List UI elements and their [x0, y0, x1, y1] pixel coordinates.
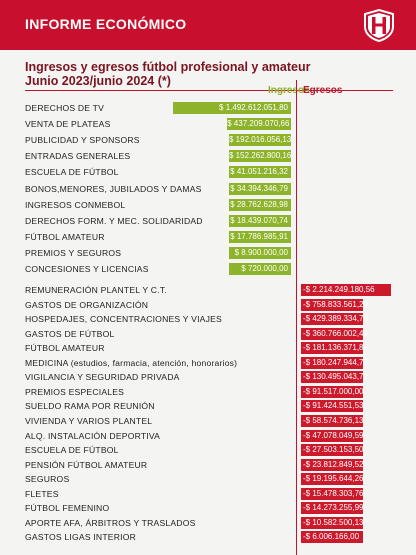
income-category-label: DERECHOS DE TV: [25, 103, 105, 113]
income-bar: [229, 198, 291, 211]
expense-bar: [301, 342, 363, 355]
expense-bar: [301, 371, 363, 384]
chart-title-line-2: Junio 2023/junio 2024 (*): [25, 74, 171, 88]
expense-value-label: -$ 181.136.371,84: [303, 343, 368, 353]
expense-bar: [301, 502, 363, 515]
income-bar: [229, 182, 291, 195]
expense-bar: [301, 414, 363, 427]
expense-bar: [301, 473, 363, 486]
expense-value-label: -$ 14.273.255,99: [303, 503, 364, 513]
expense-value-label: -$ 429.389.334,76: [303, 314, 368, 324]
expense-value-label: -$ 6.006.166,00: [303, 532, 360, 542]
income-value-label: $ 192.016.056,13: [229, 135, 292, 145]
chart-title: Ingresos y egresos fútbol profesional y …: [25, 60, 395, 88]
expense-bar: [301, 429, 363, 442]
expense-category-label: FÚTBOL FEMENINO: [25, 503, 110, 514]
income-category-label: ESCUELA DE FÚTBOL: [25, 167, 119, 178]
income-value-label: $ 28.762.628,98: [230, 199, 288, 209]
income-category-label: INGRESOS CONMEBOL: [25, 199, 126, 210]
expense-bar: [301, 313, 363, 326]
expense-bar: [301, 298, 363, 311]
income-header: Ingresos: [268, 85, 310, 96]
expense-category-label: PENSIÓN FÚTBOL AMATEUR: [25, 459, 148, 470]
expense-value-label: -$ 91.517.000,00: [303, 386, 364, 396]
income-bar: [229, 246, 291, 259]
income-value-label: $ 8.900.000,00: [234, 247, 288, 257]
expense-category-label: ALQ. INSTALACIÓN DEPORTIVA: [25, 430, 161, 441]
income-category-label: CONCESIONES Y LICENCIAS: [25, 264, 149, 274]
expense-category-label: GASTOS DE FÚTBOL: [25, 328, 115, 339]
expense-category-label: GASTOS LIGAS INTERIOR: [25, 532, 137, 543]
expense-bar: [301, 400, 363, 413]
expense-value-label: -$ 19.195.644,26: [303, 474, 364, 484]
expense-value-label: -$ 2.214.249.180,56: [303, 285, 375, 294]
expense-category-label: FÚTBOL AMATEUR: [25, 343, 105, 354]
income-category-label: FÚTBOL AMATEUR: [25, 231, 105, 242]
income-category-label: PUBLICIDAD Y SPONSORS: [25, 135, 140, 146]
expense-bar: [301, 531, 363, 544]
income-value-label: $ 720.000,00: [241, 264, 288, 273]
income-bar: [227, 118, 291, 131]
expense-bar: [301, 385, 363, 398]
income-category-label: PREMIOS Y SEGUROS: [25, 247, 122, 258]
expense-category-label: APORTE AFA, ÁRBITROS Y TRASLADOS: [25, 517, 196, 528]
expense-category-label: MEDICINA (estudios, farmacia, atención, …: [25, 357, 238, 368]
expense-category-label: SUELDO RAMA POR REUNIÓN: [25, 401, 155, 412]
income-value-label: $ 17.786.985,91: [230, 231, 288, 241]
income-value-label: $ 41.051.216,32: [230, 167, 288, 177]
header-title: INFORME ECONÓMICO: [25, 16, 187, 32]
expense-value-label: -$ 23.812.849,52: [303, 459, 364, 469]
expense-value-label: -$ 180.247.944,73: [303, 357, 368, 367]
income-category-label: VENTA DE PLATEAS: [25, 119, 111, 130]
expense-category-label: ESCUELA DE FÚTBOL: [25, 445, 119, 456]
expense-value-label: -$ 27.503.153,50: [303, 445, 364, 455]
income-value-label: $ 437.209.070,66: [227, 119, 290, 129]
expense-bar: [301, 444, 363, 457]
expense-category-label: REMUNERACIÓN PLANTEL Y C.T.: [25, 285, 167, 295]
column-divider: [296, 80, 297, 555]
income-bar: [229, 214, 291, 227]
income-value-label: $ 1.492.612.051,80: [219, 103, 288, 112]
club-crest-icon: [364, 8, 394, 42]
income-category-label: DERECHOS FORM. Y MEC. SOLIDARIDAD: [25, 215, 203, 226]
expense-category-label: GASTOS DE ORGANIZACIÓN: [25, 299, 149, 310]
expense-bar: [301, 327, 363, 340]
income-bar: [229, 230, 291, 243]
expense-category-label: HOSPEDAJES, CONCENTRACIONES Y VIAJES: [25, 314, 222, 325]
expense-value-label: -$ 360.766.002,49: [303, 328, 368, 338]
expense-category-label: PREMIOS ESPECIALES: [25, 386, 125, 397]
income-bar: [229, 150, 291, 163]
expense-bar: [301, 487, 363, 500]
income-bar: [229, 166, 291, 179]
expense-value-label: -$ 47.078.049,59: [303, 430, 364, 440]
income-bar: [229, 263, 291, 275]
expense-value-label: -$ 10.582.500,13: [303, 517, 364, 527]
expense-bar: [301, 458, 363, 471]
expense-value-label: -$ 130.495.043,71: [303, 372, 368, 382]
expense-category-label: FLETES: [25, 488, 59, 499]
header-bar: INFORME ECONÓMICO: [0, 0, 416, 50]
expenses-header: Egresos: [303, 85, 343, 96]
income-bar: [229, 134, 291, 147]
expense-value-label: -$ 758.833.561,29: [303, 299, 368, 309]
income-category-label: ENTRADAS GENERALES: [25, 151, 131, 162]
income-category-label: BONOS,MENORES, JUBILADOS Y DAMAS: [25, 183, 202, 194]
expense-category-label: VIVIENDA Y VARIOS PLANTEL: [25, 415, 153, 426]
expense-value-label: -$ 58.574.736,13: [303, 415, 364, 425]
expense-value-label: -$ 15.478.303,76: [303, 488, 364, 498]
expense-category-label: VIGILANCIA Y SEGURIDAD PRIVADA: [25, 372, 180, 383]
income-value-label: $ 152.262.800,16: [229, 151, 292, 161]
income-value-label: $ 18.439.070,74: [230, 215, 288, 225]
title-rule: [25, 90, 393, 91]
income-bar: [173, 102, 291, 114]
chart-title-line-1: Ingresos y egresos fútbol profesional y …: [25, 60, 311, 74]
income-value-label: $ 34.394.346,79: [230, 183, 288, 193]
expense-bar: [301, 516, 363, 529]
expense-category-label: SEGUROS: [25, 474, 70, 485]
expense-bar: [301, 356, 363, 369]
expense-value-label: -$ 91.424.551,53: [303, 401, 364, 411]
expense-bar: [301, 284, 391, 296]
